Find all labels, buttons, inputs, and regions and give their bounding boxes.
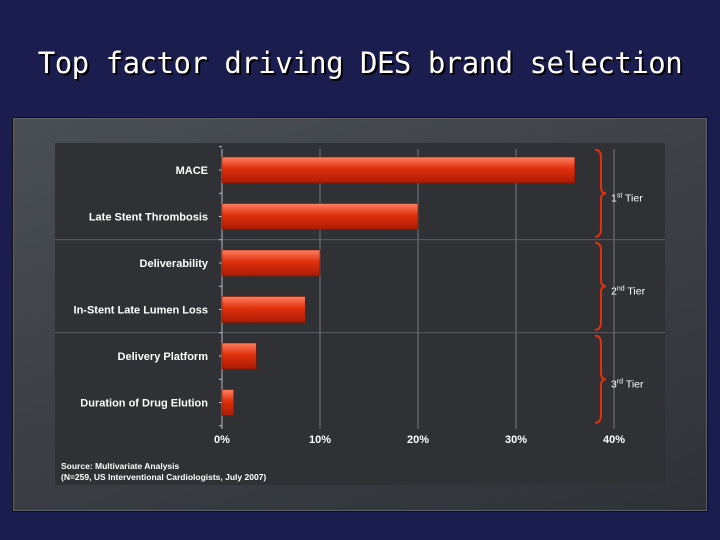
grid-lines	[55, 146, 667, 429]
category-label-1: Late Stent Thrombosis	[89, 212, 208, 224]
bar-2	[221, 249, 321, 277]
tier-bracket-2	[594, 241, 607, 331]
bar-chart: MACE Late Stent Thrombosis Deliverability I…	[55, 146, 667, 482]
tier-label-3: 3rd Tier	[611, 378, 644, 390]
category-labels: MACE Late Stent Thrombosis Deliverability I…	[74, 165, 209, 410]
source-line-2: (N=259, US Interventional Cardiologists,…	[61, 472, 266, 482]
x-tick-label-4: 40%	[603, 434, 625, 446]
bar-3	[221, 296, 306, 323]
tier-brackets: 1st Tier 2nd Tier 3rd Tier	[594, 148, 646, 424]
source-line-1: Source: Multivariate Analysis	[61, 461, 180, 471]
tier-label-2: 2nd Tier	[611, 285, 646, 297]
category-label-4: Delivery Platform	[118, 351, 209, 363]
tier-label-1: 1st Tier	[611, 192, 643, 204]
x-tick-label-3: 30%	[505, 434, 527, 446]
category-label-3: In-Stent Late Lumen Loss	[74, 305, 208, 317]
tier-bracket-1	[594, 148, 607, 238]
x-tick-label-2: 20%	[407, 434, 429, 446]
chart-panel: MACE Late Stent Thrombosis Deliverability I…	[55, 143, 667, 485]
x-tick-label-0: 0%	[214, 434, 230, 446]
category-label-2: Deliverability	[140, 258, 209, 270]
x-tick-labels: 0% 10% 20% 30% 40%	[214, 434, 625, 446]
bar-0	[221, 156, 576, 184]
category-label-0: MACE	[176, 165, 208, 177]
bar-5	[221, 389, 235, 416]
bar-4	[221, 342, 257, 370]
bar-1	[221, 203, 419, 230]
slide-title: Top factor driving DES brand selection	[37, 46, 683, 80]
x-tick-label-1: 10%	[309, 434, 331, 446]
tier-bracket-3	[594, 334, 607, 424]
bars	[221, 156, 576, 416]
category-label-5: Duration of Drug Elution	[80, 398, 208, 410]
